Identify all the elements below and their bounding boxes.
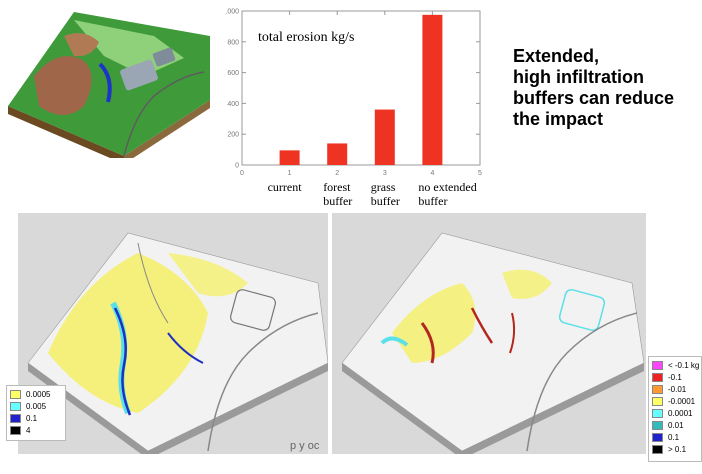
erosion-map-difference bbox=[332, 213, 646, 459]
legend-item: 0.1 bbox=[649, 431, 701, 443]
legend-swatch bbox=[10, 401, 21, 411]
map-road-2 bbox=[137, 242, 169, 324]
legend-label: 0.01 bbox=[668, 420, 684, 430]
headline-text: Extended, high infiltration buffers can … bbox=[513, 46, 675, 129]
bar bbox=[327, 143, 348, 165]
map-red-channel-3 bbox=[509, 312, 516, 354]
map-yellow-zone bbox=[48, 253, 208, 413]
category-label: current bbox=[267, 180, 302, 194]
legend-item: 0.005 bbox=[7, 400, 65, 412]
y-tick-label: 200 bbox=[227, 132, 239, 139]
map-blue-stream-2 bbox=[167, 332, 204, 364]
legend-label: 0.0005 bbox=[26, 389, 51, 399]
obscured-caption: p y oc bbox=[290, 440, 320, 452]
terrain-road bbox=[123, 71, 205, 157]
erosion-bar-chart: 0 200 400 600 800 1000 0 1 2 3 4 5 total erosion kg/… bbox=[223, 2, 494, 209]
map-road bbox=[526, 312, 638, 452]
legend-swatch bbox=[652, 420, 663, 430]
legend-item: 0.0005 bbox=[7, 388, 65, 400]
x-tick-label: 2 bbox=[335, 170, 339, 177]
legend-swatch bbox=[652, 396, 663, 406]
bar bbox=[422, 14, 443, 165]
legend-label: 4 bbox=[26, 425, 31, 435]
legend-item: 0.01 bbox=[649, 419, 701, 431]
x-tick-label: 4 bbox=[430, 170, 434, 177]
legend-swatch bbox=[652, 432, 663, 442]
terrain-stream bbox=[98, 62, 112, 103]
legend-current: 0.0005 0.005 0.1 4 bbox=[6, 385, 66, 441]
legend-swatch bbox=[652, 444, 663, 454]
y-tick-label: 1000 bbox=[226, 9, 239, 16]
map-facility bbox=[558, 289, 606, 331]
legend-item: -0.0001 bbox=[649, 395, 701, 407]
terrain-3d-block bbox=[8, 12, 210, 158]
legend-item: > 0.1 bbox=[649, 443, 701, 455]
legend-label: 0.0001 bbox=[668, 408, 693, 418]
y-tick-label: 800 bbox=[227, 39, 239, 46]
terrain-side-left bbox=[8, 106, 124, 158]
legend-swatch bbox=[10, 389, 21, 399]
map-blue-stream bbox=[113, 307, 132, 416]
x-tick-label: 0 bbox=[240, 170, 244, 177]
y-tick-label: 600 bbox=[227, 70, 239, 77]
category-label: grass buffer bbox=[370, 180, 400, 208]
bar bbox=[374, 109, 395, 165]
legend-label: 0.1 bbox=[26, 413, 38, 423]
legend-item: -0.01 bbox=[649, 383, 701, 395]
y-tick-label: 400 bbox=[227, 101, 239, 108]
legend-swatch bbox=[10, 413, 21, 423]
map-red-channel bbox=[420, 322, 435, 364]
map-shadow bbox=[342, 363, 644, 459]
erosion-map-current bbox=[18, 213, 329, 459]
legend-swatch bbox=[652, 360, 663, 370]
plot-frame bbox=[241, 10, 481, 166]
terrain-facility-2 bbox=[152, 47, 176, 67]
legend-swatch bbox=[652, 384, 663, 394]
legend-item: < -0.1 kg bbox=[649, 359, 701, 371]
map-yellow-patches bbox=[392, 283, 476, 363]
terrain-erosion-brown-2 bbox=[64, 33, 99, 57]
legend-label: < -0.1 kg bbox=[668, 360, 700, 370]
legend-label: -0.1 bbox=[668, 372, 682, 382]
map-surface bbox=[341, 232, 645, 452]
map-facility bbox=[230, 289, 276, 331]
x-tick-label: 5 bbox=[478, 170, 482, 177]
map-red-channel-2 bbox=[470, 307, 494, 344]
legend-label: 0.005 bbox=[26, 401, 47, 411]
terrain-facility bbox=[120, 59, 158, 91]
map-yellow-patches-2 bbox=[502, 269, 552, 299]
legend-label: > 0.1 bbox=[668, 444, 687, 454]
legend-swatch bbox=[652, 408, 663, 418]
x-tick-label: 1 bbox=[288, 170, 292, 177]
legend-swatch bbox=[652, 372, 663, 382]
category-label: no extended buffer bbox=[418, 180, 477, 208]
legend-label: -0.01 bbox=[668, 384, 687, 394]
map-road bbox=[207, 312, 319, 452]
bar bbox=[279, 150, 300, 165]
legend-item: 0.0001 bbox=[649, 407, 701, 419]
legend-item: 4 bbox=[7, 424, 65, 436]
map-cyan-patch bbox=[380, 336, 409, 347]
x-tick-label: 3 bbox=[383, 170, 387, 177]
terrain-side-right bbox=[124, 100, 210, 158]
legend-label: 0.1 bbox=[668, 432, 680, 442]
legend-item: 0.1 bbox=[7, 412, 65, 424]
map-yellow-zone-2 bbox=[168, 253, 248, 297]
category-label: forest buffer bbox=[323, 180, 353, 208]
chart-svg: 0 200 400 600 800 1000 0 1 2 3 4 5 total erosion kg/… bbox=[223, 9, 482, 178]
legend-item: -0.1 bbox=[649, 371, 701, 383]
terrain-map-left bbox=[27, 232, 329, 459]
map-shadow bbox=[28, 363, 328, 459]
legend-difference: < -0.1 kg -0.1 -0.01 -0.0001 0.0001 0.01 0.1 > … bbox=[648, 356, 702, 462]
terrain-erosion-brown bbox=[34, 56, 92, 115]
legend-label: -0.0001 bbox=[668, 396, 696, 406]
legend-swatch bbox=[10, 425, 21, 435]
y-tick-label: 0 bbox=[235, 163, 239, 170]
chart-title: total erosion kg/s bbox=[258, 30, 354, 45]
terrain-map-right bbox=[341, 232, 645, 459]
